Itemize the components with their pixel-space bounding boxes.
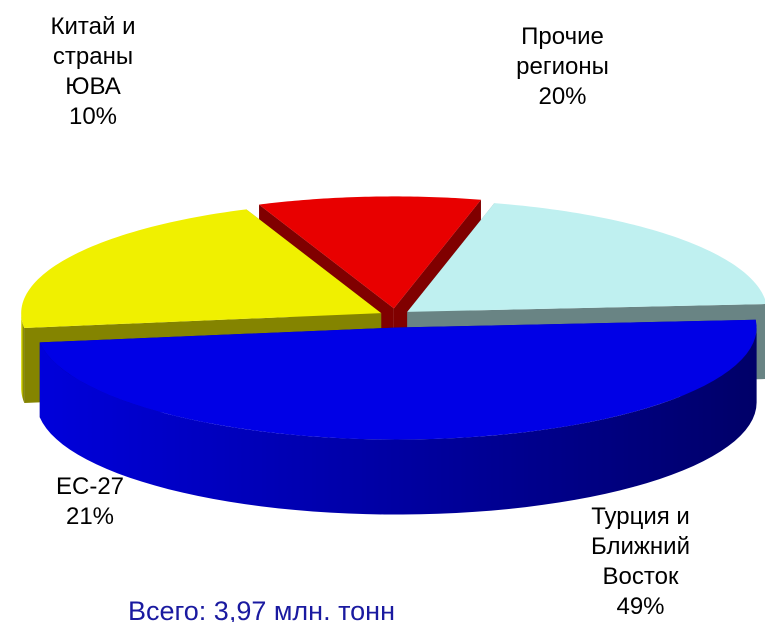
slice-wall	[39, 327, 757, 515]
slice-label: ЕС-27 21%	[35, 472, 145, 532]
slice-label: Турция и Ближний Восток 49%	[568, 502, 713, 622]
slice-top	[21, 209, 382, 328]
category-label: Китай и страны ЮВА	[50, 13, 136, 100]
category-label: ЕС-27	[55, 473, 125, 500]
slice-wall	[21, 313, 25, 403]
slice-top	[407, 203, 765, 312]
slice-label: Китай и страны ЮВА 10%	[38, 12, 148, 132]
slice	[39, 319, 757, 515]
slice-label: Прочие регионы 20%	[505, 22, 620, 112]
value-label: 20%	[538, 83, 587, 110]
value-label: 21%	[65, 503, 115, 530]
slice-top	[259, 196, 481, 309]
category-label: Турция и Ближний Восток	[590, 503, 690, 590]
annotation: Всего: 3,97 млн. тонн	[128, 596, 395, 622]
value-label: 10%	[68, 103, 118, 130]
value-label: 49%	[616, 593, 665, 620]
category-label: Прочие регионы	[516, 23, 609, 80]
slice-top	[39, 319, 757, 440]
